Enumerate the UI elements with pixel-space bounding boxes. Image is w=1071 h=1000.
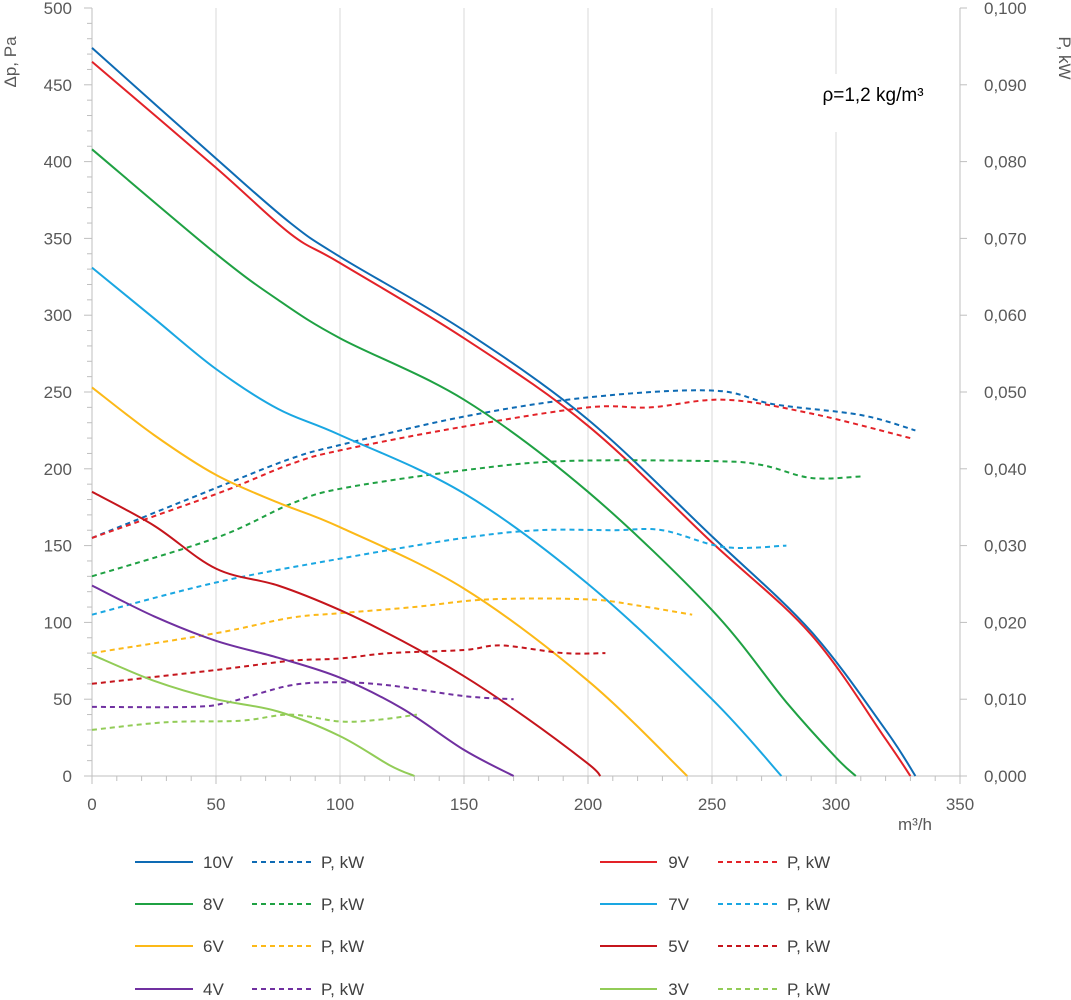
- x-tick-label: 200: [574, 795, 602, 814]
- y2-tick-label: 0,090: [984, 76, 1027, 95]
- y-tick-label: 0: [63, 767, 72, 786]
- legend-label-8v: 8V: [203, 895, 224, 914]
- legend-label-4v: 4V: [203, 980, 224, 999]
- legend-label-power-5v: P, kW: [787, 937, 830, 956]
- y2-tick-label: 0,030: [984, 537, 1027, 556]
- x-tick-label: 0: [87, 795, 96, 814]
- power-line-10v: [91, 389, 916, 539]
- density-annotation: ρ=1,2 kg/m³: [822, 85, 923, 106]
- annotation-box: [792, 74, 952, 132]
- pressure-line-5v: [91, 490, 602, 777]
- y2-tick-label: 0,010: [984, 690, 1027, 709]
- power-line-6v: [91, 597, 693, 655]
- pressure-line-6v: [91, 386, 688, 777]
- legend-label-6v: 6V: [203, 937, 224, 956]
- y-tick-label: 450: [44, 76, 72, 95]
- x-axis-title: m³/h: [898, 815, 932, 834]
- x-tick-label: 50: [207, 795, 226, 814]
- y-tick-label: 50: [53, 690, 72, 709]
- y2-tick-label: 0,060: [984, 306, 1027, 325]
- x-tick-label: 350: [946, 795, 974, 814]
- y2-tick-label: 0,100: [984, 0, 1027, 18]
- legend-label-5v: 5V: [668, 937, 689, 956]
- x-tick-label: 100: [326, 795, 354, 814]
- y2-tick-label: 0,080: [984, 153, 1027, 172]
- legend-label-power-8v: P, kW: [321, 895, 364, 914]
- y2-tick-label: 0,070: [984, 229, 1027, 248]
- power-line-5v: [91, 644, 606, 685]
- legend-label-power-9v: P, kW: [787, 853, 830, 872]
- y-tick-label: 200: [44, 460, 72, 479]
- legend-label-3v: 3V: [668, 980, 689, 999]
- y-tick-label: 400: [44, 153, 72, 172]
- y-tick-label: 500: [44, 0, 72, 18]
- legend-label-power-3v: P, kW: [787, 980, 830, 999]
- legend: 10V P, kW 9V P, kW 8V P, kW 7V P, kW 6V P, kW 5V P,…: [135, 853, 830, 999]
- power-line-8v: [91, 459, 861, 578]
- legend-label-power-6v: P, kW: [321, 937, 364, 956]
- power-line-9v: [91, 398, 911, 539]
- x-tick-label: 300: [822, 795, 850, 814]
- y2-tick-label: 0,000: [984, 767, 1027, 786]
- y2-tick-label: 0,020: [984, 613, 1027, 632]
- y-tick-label: 350: [44, 229, 72, 248]
- y2-axis-title: P, kW: [1055, 36, 1071, 79]
- y-tick-label: 100: [44, 613, 72, 632]
- pressure-line-4v: [91, 584, 515, 777]
- pressure-line-7v: [91, 266, 783, 777]
- pressure-line-8v: [91, 148, 857, 777]
- legend-label-10v: 10V: [203, 853, 234, 872]
- power-line-3v: [91, 713, 418, 731]
- power-line-7v: [91, 527, 787, 616]
- y2-tick-label: 0,050: [984, 383, 1027, 402]
- x-tick-label: 150: [450, 795, 478, 814]
- pressure-line-10v: [91, 47, 917, 777]
- y-tick-label: 300: [44, 306, 72, 325]
- pressure-line-9v: [91, 61, 912, 777]
- legend-label-9v: 9V: [668, 853, 689, 872]
- series-lines: [91, 47, 917, 777]
- ticks: 0501001502002503003504004505000,0000,010…: [44, 0, 1027, 814]
- y2-tick-label: 0,040: [984, 460, 1027, 479]
- y-axis-title: Δp, Pa: [1, 36, 20, 88]
- y-tick-label: 150: [44, 537, 72, 556]
- legend-label-power-10v: P, kW: [321, 853, 364, 872]
- x-tick-label: 250: [698, 795, 726, 814]
- legend-label-power-7v: P, kW: [787, 895, 830, 914]
- y-tick-label: 250: [44, 383, 72, 402]
- legend-label-power-4v: P, kW: [321, 980, 364, 999]
- legend-label-7v: 7V: [668, 895, 689, 914]
- power-line-4v: [91, 681, 514, 709]
- pressure-line-3v: [91, 653, 415, 777]
